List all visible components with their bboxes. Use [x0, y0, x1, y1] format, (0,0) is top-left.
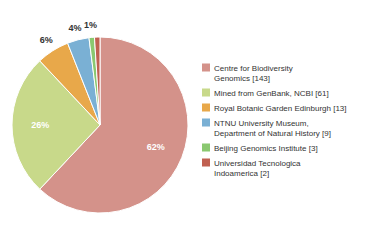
legend-label: Mined from GenBank, NCBI [61] [214, 89, 329, 98]
legend: Centre for BiodiversityGenomics [143] Min… [202, 64, 347, 178]
pie-slice [68, 38, 100, 125]
legend-swatch [202, 64, 210, 72]
data-label: 1% [84, 20, 97, 30]
slices [12, 37, 188, 213]
data-label: 62% [147, 142, 165, 152]
legend-label: Centre for BiodiversityGenomics [143] [214, 64, 293, 83]
legend-label: Beijing Genomics Institute [3] [214, 144, 318, 153]
legend-label-line: Mined from GenBank, NCBI [61] [214, 89, 329, 98]
legend-swatch [202, 144, 210, 152]
legend-swatch [202, 104, 210, 112]
legend-label-line: Centre for Biodiversity [214, 64, 293, 73]
legend-label: Universidad TecnologicaIndoamerica [2] [214, 159, 301, 178]
legend-swatch [202, 159, 210, 167]
slice-labels: 62% 26% 6% 4%1% [31, 20, 164, 152]
chart: 62% 26% 6% 4%1% Centre for BiodiversityGenom… [0, 0, 380, 240]
pie-slice [89, 37, 100, 125]
legend-label-line: Department of Natural History [9] [214, 129, 331, 138]
legend-label: NTNU University Museum,Department of Nat… [214, 119, 331, 138]
legend-label-line: Universidad Tecnologica [214, 159, 301, 168]
data-label: 6% [40, 35, 53, 45]
legend-swatch [202, 89, 210, 97]
legend-label: Royal Botanic Garden Edinburgh [13] [214, 104, 347, 113]
legend-label-line: Royal Botanic Garden Edinburgh [13] [214, 104, 347, 113]
pie-slice [94, 37, 100, 125]
legend-label-line: NTNU University Museum, [214, 119, 309, 128]
legend-swatch [202, 119, 210, 127]
chart-container: 62% 26% 6% 4%1% Centre for BiodiversityGenom… [0, 0, 380, 240]
legend-label-line: Indoamerica [2] [214, 169, 269, 178]
data-label: 26% [31, 120, 49, 130]
legend-label-line: Beijing Genomics Institute [3] [214, 144, 318, 153]
legend-label-line: Genomics [143] [214, 74, 270, 83]
data-label: 4% [69, 23, 82, 33]
